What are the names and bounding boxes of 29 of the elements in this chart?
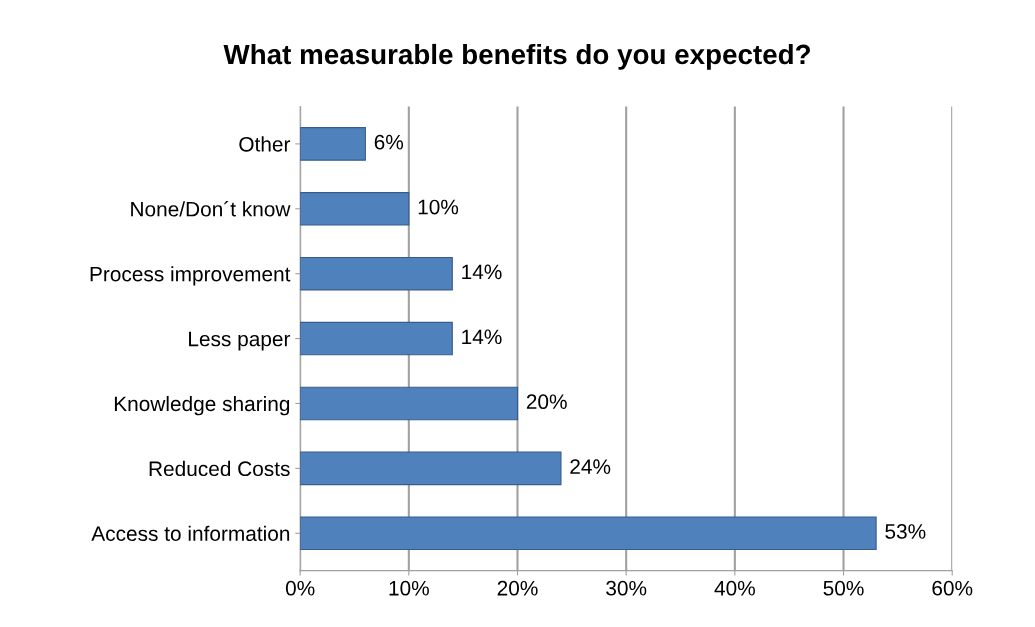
bar [300,127,366,161]
data-label: 10% [418,199,459,215]
bar [300,321,453,356]
data-label: 6% [374,134,404,150]
y-tick-label: Process improvement [90,266,291,286]
y-tick-label: Other [239,136,291,152]
y-tick-label: Access to information [91,525,290,542]
data-label: 14% [462,264,502,280]
bar [300,451,562,486]
x-tick-label: 0% [285,580,315,596]
bar [300,256,453,291]
y-tick-label: Knowledge sharing [114,395,290,416]
bar [300,386,519,421]
x-tick-label: 50% [823,580,864,596]
x-tick-label: 60% [932,580,973,596]
data-label: 53% [885,524,926,539]
x-tick-label: 40% [714,580,755,596]
y-tick-label: None/Don´t know [131,201,291,217]
chart-title: What measurable benefits do you expected? [223,43,810,70]
bar [300,192,410,226]
y-tick-label: Reduced Costs [149,460,290,477]
x-tick-label: 10% [389,580,429,596]
x-tick-label: 30% [606,580,647,596]
x-tick-label: 20% [497,580,538,596]
bar [300,516,877,551]
y-tick-label: Less paper [189,331,291,351]
data-label: 24% [570,459,611,474]
data-label: 14% [462,329,502,345]
data-label: 20% [526,394,567,410]
